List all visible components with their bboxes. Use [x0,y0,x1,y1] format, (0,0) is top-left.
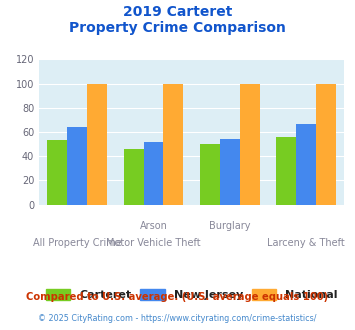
Bar [220,139,240,205]
Text: Arson: Arson [140,221,168,231]
Bar [87,83,107,205]
Bar [48,141,67,205]
Text: All Property Crime: All Property Crime [33,238,121,248]
Text: Property Crime Comparison: Property Crime Comparison [69,21,286,35]
Bar [277,137,296,205]
Bar [240,83,260,205]
Text: Compared to U.S. average. (U.S. average equals 100): Compared to U.S. average. (U.S. average … [26,292,329,302]
Bar [67,127,87,205]
Legend: Carteret, New Jersey, National: Carteret, New Jersey, National [43,286,341,304]
Bar [124,149,144,205]
Text: 2019 Carteret: 2019 Carteret [123,5,232,19]
Text: © 2025 CityRating.com - https://www.cityrating.com/crime-statistics/: © 2025 CityRating.com - https://www.city… [38,314,317,323]
Bar [316,83,336,205]
Bar [163,83,183,205]
Text: Motor Vehicle Theft: Motor Vehicle Theft [106,238,201,248]
Bar [144,142,163,205]
Text: Burglary: Burglary [209,221,251,231]
Bar [296,123,316,205]
Bar [200,144,220,205]
Text: Larceny & Theft: Larceny & Theft [267,238,345,248]
